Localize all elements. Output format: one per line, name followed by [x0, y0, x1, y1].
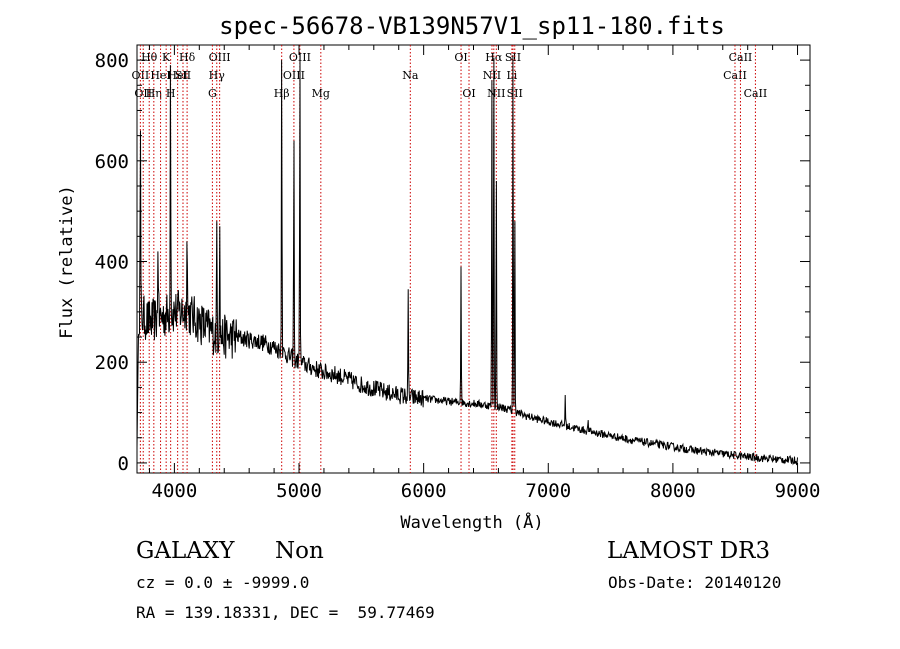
x-axis-label: Wavelength (Å) [400, 511, 543, 533]
x-tick-label: 8000 [650, 480, 696, 502]
marker-label: OII [132, 69, 150, 82]
marker-label: CaII [744, 87, 768, 100]
marker-label: OII [134, 87, 152, 100]
x-tick-label: 9000 [775, 480, 821, 502]
marker-label: OI [462, 87, 475, 100]
x-tick-label: 5000 [276, 480, 322, 502]
axes: 4000 5000 6000 7000 8000 9000 0 200 400 600 800 [95, 45, 821, 502]
object-class: GALAXY [136, 538, 235, 564]
x-tick-label: 7000 [525, 480, 571, 502]
marker-label: SII [507, 87, 523, 100]
marker-label: CaII [723, 69, 747, 82]
marker-label: NII [483, 69, 501, 82]
marker-label: Hη [146, 87, 162, 100]
marker-label: G [208, 87, 217, 100]
survey-name: LAMOST DR3 [607, 538, 771, 564]
marker-label: Li [506, 69, 517, 82]
marker-label: OI [454, 51, 467, 64]
spectrum-line [136, 55, 798, 466]
marker-label: Hδ [179, 51, 196, 64]
marker-label: Hθ [141, 51, 158, 64]
marker-label: Na [402, 69, 419, 82]
marker-label: Hγ [209, 69, 226, 82]
marker-label: HeI [150, 69, 170, 82]
marker-label: NII [487, 87, 505, 100]
redshift-cz: cz = 0.0 ± -9999.0 [136, 573, 310, 592]
object-subclass: Non [275, 538, 324, 564]
obs-date: Obs-Date: 20140120 [608, 573, 782, 592]
coordinates: RA = 139.18331, DEC = 59.77469 [136, 603, 435, 622]
y-tick-label: 400 [95, 252, 129, 274]
marker-label: K [162, 51, 171, 64]
chart-title: spec-56678-VB139N57V1_sp11-180.fits [219, 12, 725, 40]
marker-label: Mg [312, 87, 330, 100]
marker-label: Hα [485, 51, 503, 64]
plot-frame [136, 44, 811, 474]
y-tick-label: 600 [95, 151, 129, 173]
marker-label: OIII [209, 51, 231, 64]
marker-label: OIII [289, 51, 311, 64]
y-tick-label: 0 [118, 453, 129, 475]
marker-label: CaII [729, 51, 753, 64]
line-markers: OIIOIIHθHηHeIKHHeISIIHδGHγOIIIHβOIIIOIII… [132, 45, 768, 473]
y-tick-label: 200 [95, 352, 129, 374]
marker-label: SII [175, 69, 191, 82]
y-tick-label: 800 [95, 50, 129, 72]
marker-label: OIII [283, 69, 305, 82]
x-tick-label: 4000 [152, 480, 198, 502]
marker-label: HeI [167, 69, 187, 82]
x-tick-label: 6000 [401, 480, 447, 502]
y-axis-label: Flux (relative) [57, 185, 77, 339]
